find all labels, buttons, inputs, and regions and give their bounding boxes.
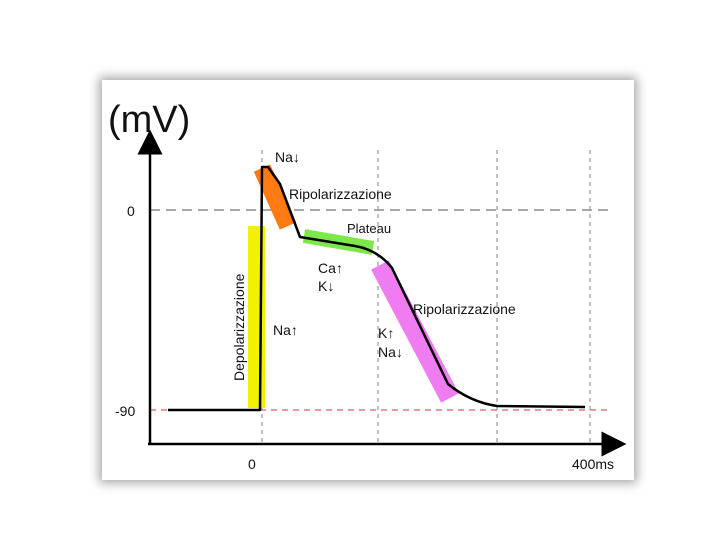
tick-label-400ms: 400ms — [572, 456, 614, 472]
label-ripolarizzazione-early: Ripolarizzazione — [289, 186, 392, 202]
early-repolarization-band — [253, 164, 297, 230]
unit-label: (mV) — [108, 99, 190, 141]
tick-label-0mv: 0 — [127, 203, 135, 219]
label-na-down-top: Na↓ — [275, 149, 300, 165]
label-k-up: K↑ — [378, 325, 394, 341]
tick-label-minus90mv: -90 — [115, 403, 135, 419]
label-ripolarizzazione-late: Ripolarizzazione — [413, 301, 516, 317]
label-na-up: Na↑ — [273, 322, 298, 338]
label-plateau: Plateau — [347, 221, 391, 236]
label-na-down-late: Na↓ — [378, 344, 403, 360]
action-potential-curve — [168, 165, 586, 412]
label-ca-up: Ca↑ — [318, 260, 343, 276]
label-depolarizzazione: Depolarizzazione — [231, 273, 247, 381]
plateau-band — [302, 229, 375, 255]
diagram-card — [102, 80, 634, 480]
tick-label-0ms: 0 — [248, 456, 256, 472]
label-k-down: K↓ — [318, 278, 334, 294]
late-repolarization-band — [371, 260, 459, 403]
